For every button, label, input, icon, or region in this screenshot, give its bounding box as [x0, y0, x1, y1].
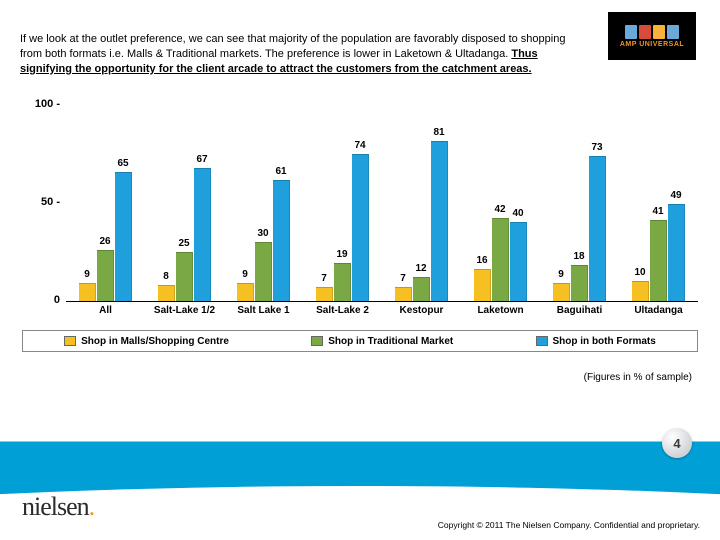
- y-tick-100: 100 -: [35, 98, 60, 110]
- bar: 26: [97, 250, 114, 301]
- bar: 7: [316, 287, 333, 301]
- y-axis: 100 - 50 - 0: [22, 104, 66, 302]
- logo-text: AMP UNIVERSAL: [620, 41, 684, 48]
- category-label: Salt Lake 1: [230, 305, 298, 316]
- bar: 16: [474, 269, 491, 301]
- bar-group: 91873Baguihati: [546, 103, 614, 301]
- bar: 18: [571, 265, 588, 301]
- bar: 25: [176, 252, 193, 302]
- category-label: Ultadanga: [625, 305, 693, 316]
- logo-box: [625, 25, 637, 39]
- bar: 67: [194, 168, 211, 301]
- logo-box: [667, 25, 679, 39]
- bar: 9: [79, 283, 96, 301]
- sample-note: (Figures in % of sample): [584, 372, 692, 383]
- bar-group: 82567Salt-Lake 1/2: [151, 103, 219, 301]
- category-label: All: [72, 305, 140, 316]
- bar: 9: [237, 283, 254, 301]
- bar: 49: [668, 204, 685, 301]
- bar: 10: [632, 281, 649, 301]
- legend-item: Shop in both Formats: [536, 336, 656, 347]
- category-label: Baguihati: [546, 305, 614, 316]
- y-tick-50: 50 -: [41, 196, 60, 208]
- bar: 42: [492, 218, 509, 301]
- bar-group: 104149Ultadanga: [625, 103, 693, 301]
- bar: 40: [510, 222, 527, 301]
- logo-box: [653, 25, 665, 39]
- logo-box: [639, 25, 651, 39]
- bar: 74: [352, 154, 369, 301]
- bar-group: 93061Salt Lake 1: [230, 103, 298, 301]
- legend: Shop in Malls/Shopping Centre Shop in Tr…: [22, 330, 698, 352]
- logo-boxes: [625, 25, 679, 39]
- legend-item: Shop in Traditional Market: [311, 336, 453, 347]
- category-label: Kestopur: [388, 305, 456, 316]
- bar: 73: [589, 156, 606, 301]
- nielsen-logo: nielsen.: [22, 492, 94, 522]
- bar-group: 71281Kestopur: [388, 103, 456, 301]
- category-label: Laketown: [467, 305, 535, 316]
- bar: 19: [334, 263, 351, 301]
- copyright: Copyright © 2011 The Nielsen Company. Co…: [438, 520, 700, 530]
- bar-group: 71974Salt-Lake 2: [309, 103, 377, 301]
- bar: 12: [413, 277, 430, 301]
- page-number: 4: [662, 428, 692, 458]
- bar: 7: [395, 287, 412, 301]
- bar-group: 164240Laketown: [467, 103, 535, 301]
- bar: 8: [158, 285, 175, 301]
- category-label: Salt-Lake 2: [309, 305, 377, 316]
- y-tick-0: 0: [54, 294, 60, 306]
- intro-plain: If we look at the outlet preference, we …: [20, 33, 565, 60]
- outlet-preference-chart: 100 - 50 - 0 92665All82567Salt-Lake 1/29…: [22, 104, 698, 344]
- bar: 61: [273, 180, 290, 301]
- bar: 81: [431, 141, 448, 301]
- bar: 30: [255, 242, 272, 301]
- bar-group: 92665All: [72, 103, 140, 301]
- plot-area: 92665All82567Salt-Lake 1/293061Salt Lake…: [66, 104, 698, 302]
- bar: 65: [115, 172, 132, 301]
- legend-item: Shop in Malls/Shopping Centre: [64, 336, 229, 347]
- intro-text: If we look at the outlet preference, we …: [20, 32, 580, 77]
- category-label: Salt-Lake 1/2: [151, 305, 219, 316]
- amp-universal-logo: AMP UNIVERSAL: [608, 12, 696, 60]
- bar: 9: [553, 283, 570, 301]
- bar: 41: [650, 220, 667, 301]
